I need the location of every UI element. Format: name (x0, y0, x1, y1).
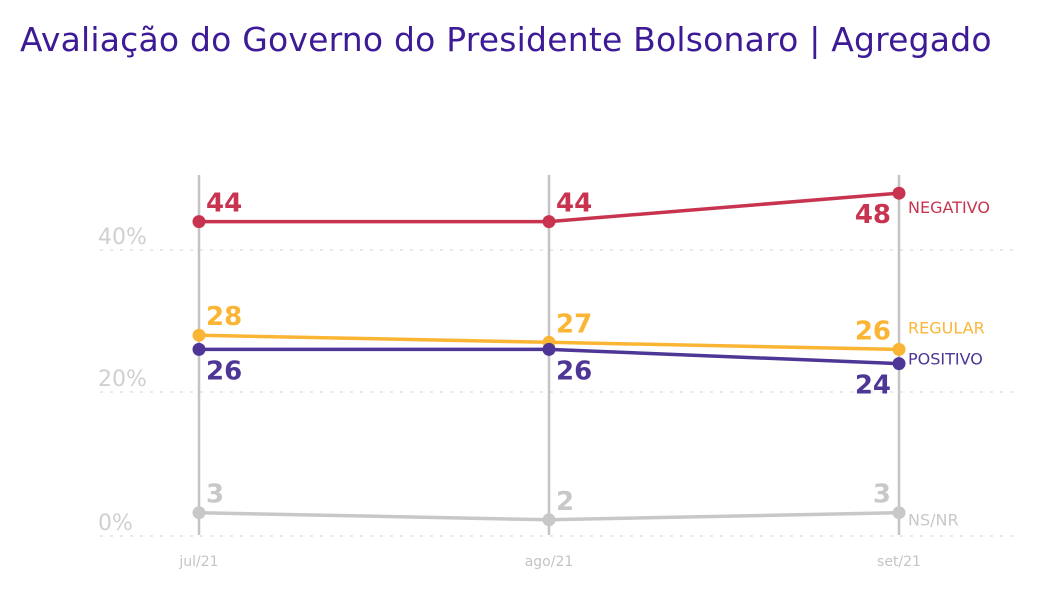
series-label: NS/NR (908, 511, 959, 530)
data-point (192, 215, 206, 229)
data-point (192, 506, 206, 520)
series-label: REGULAR (908, 318, 985, 337)
chart-title: Avaliação do Governo do Presidente Bolso… (20, 20, 992, 59)
y-tick-label: 40% (98, 225, 147, 250)
data-point (892, 506, 906, 520)
data-point (542, 342, 556, 356)
data-point (892, 186, 906, 200)
data-label: 44 (206, 189, 242, 219)
data-label: 44 (556, 189, 592, 219)
data-point (892, 357, 906, 371)
y-tick-label: 20% (98, 367, 147, 392)
data-label: 26 (855, 316, 891, 346)
data-label: 3 (206, 480, 224, 510)
data-point (192, 328, 206, 342)
data-label: 26 (556, 356, 592, 386)
y-tick-label: 0% (98, 511, 133, 536)
data-label: 2 (556, 487, 574, 517)
data-label: 24 (855, 371, 891, 401)
data-label: 48 (855, 200, 891, 230)
data-label: 3 (873, 480, 891, 510)
x-tick-label: ago/21 (525, 554, 574, 570)
data-point (542, 513, 556, 527)
data-label: 27 (556, 309, 592, 339)
series-label: NEGATIVO (908, 198, 990, 217)
series-label: POSITIVO (908, 350, 983, 369)
data-label: 28 (206, 302, 242, 332)
x-tick-label: jul/21 (178, 554, 218, 570)
data-point (192, 342, 206, 356)
data-point (892, 342, 906, 356)
data-point (542, 215, 556, 229)
data-label: 26 (206, 356, 242, 386)
x-tick-label: set/21 (877, 554, 921, 570)
